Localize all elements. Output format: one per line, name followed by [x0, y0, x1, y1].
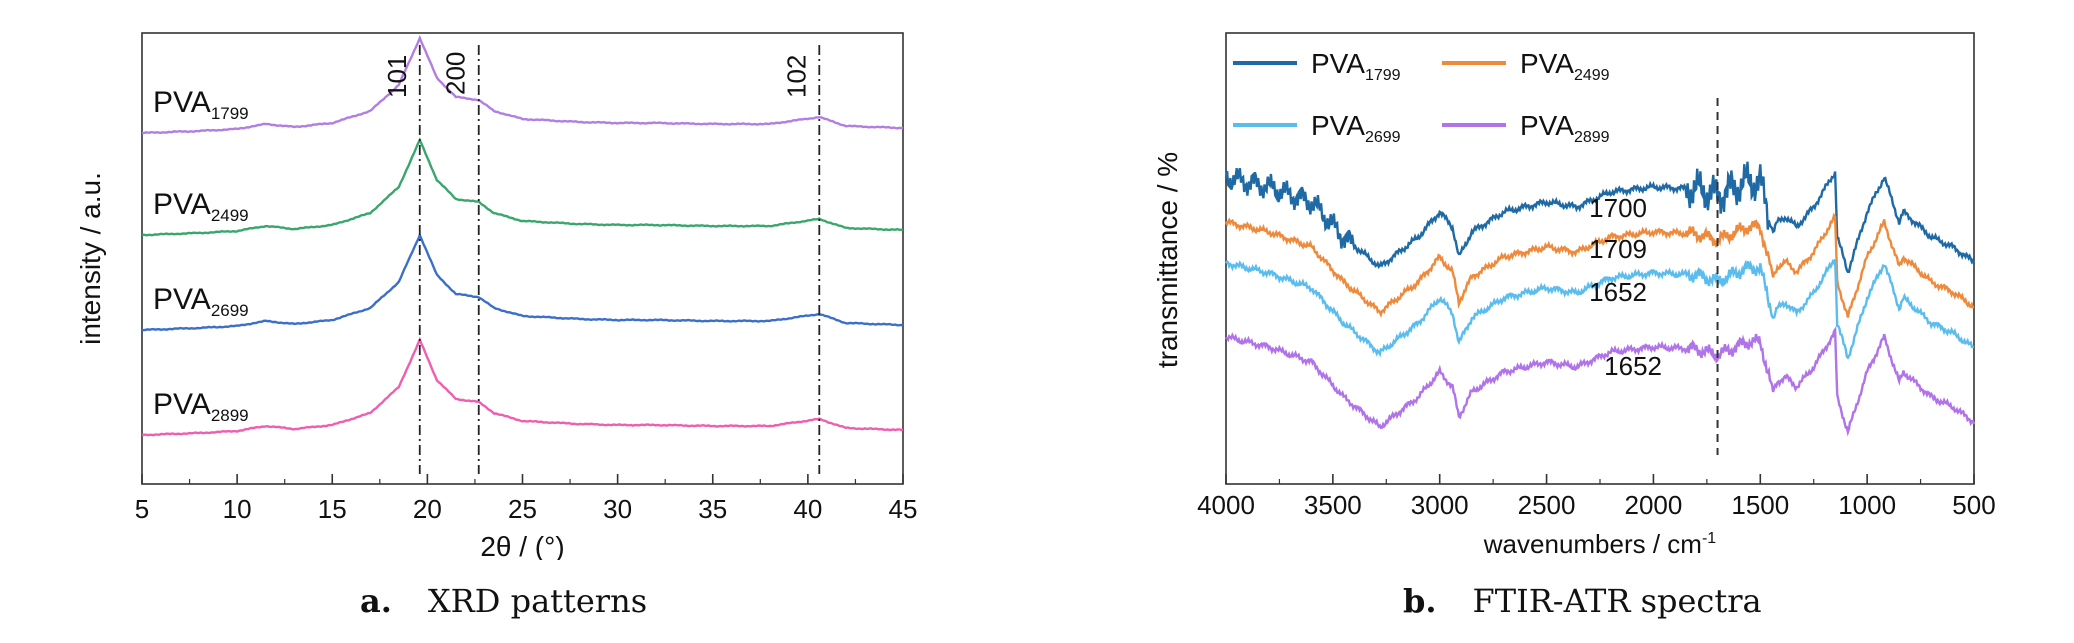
ftir-legend-label: PVA2899 [1520, 110, 1610, 146]
ftir-x-tick-label: 3000 [1411, 490, 1469, 520]
ftir-legend-label: PVA2499 [1520, 48, 1610, 84]
ftir-legend-label: PVA2699 [1311, 110, 1401, 146]
xrd-x-tick-label: 25 [508, 494, 537, 524]
caption-a-text: XRD patterns [427, 582, 648, 620]
xrd-series-line [141, 34, 904, 135]
ftir-legend-label: PVA1799 [1311, 48, 1401, 84]
ftir-x-tick-label: 1500 [1731, 490, 1789, 520]
xrd-chart: 5 10 15 20 25 30 35 40 45 2θ / (°) intensity / a.u… [75, 32, 918, 560]
xrd-series-label: PVA1799 [153, 86, 249, 123]
xrd-x-tick-label: 5 [135, 494, 149, 524]
xrd-x-tick-label: 15 [318, 494, 347, 524]
xrd-peak-label: 101 [382, 55, 412, 98]
xrd-series-line [141, 231, 904, 332]
ftir-x-tick-label: 3500 [1304, 490, 1362, 520]
xrd-peak-label: 200 [441, 52, 471, 95]
xrd-x-axis-label: 2θ / (°) [480, 531, 564, 560]
ftir-chart: 4000 3500 3000 2500 2000 1500 1000 500 wavenumbe… [1152, 32, 1996, 559]
ftir-annotation: 1709 [1589, 234, 1647, 264]
ftir-series-line [1225, 326, 1976, 437]
ftir-annotation: 1652 [1604, 351, 1662, 381]
ftir-annotation: 1652 [1589, 277, 1647, 307]
xrd-x-tick-label: 35 [698, 494, 727, 524]
ftir-series-line [1224, 258, 1975, 360]
ftir-x-tick-label: 500 [1952, 490, 1995, 520]
xrd-series-line [141, 137, 904, 237]
xrd-series-label: PVA2899 [153, 388, 249, 425]
xrd-x-tick-label: 20 [413, 494, 442, 524]
xrd-series-label: PVA2499 [153, 188, 249, 225]
ftir-x-tick-label: 2500 [1518, 490, 1576, 520]
xrd-series-line [141, 336, 904, 437]
ftir-y-axis-label: transmittance / % [1152, 152, 1183, 368]
ftir-x-axis-label: wavenumbers / cm-1 [1483, 529, 1717, 559]
xrd-plot-frame [141, 32, 904, 485]
xrd-x-tick-label: 30 [603, 494, 632, 524]
xrd-series-label: PVA2699 [153, 283, 249, 320]
ftir-series-line [1224, 161, 1976, 274]
caption-a-letter: a. [360, 582, 392, 620]
ftir-x-tick-label: 2000 [1625, 490, 1683, 520]
ftir-annotation: 1700 [1589, 193, 1647, 223]
caption-b-text: FTIR-ATR spectra [1472, 582, 1762, 620]
xrd-y-axis-label: intensity / a.u. [75, 172, 106, 345]
caption-b: b. FTIR-ATR spectra [1403, 582, 1762, 620]
xrd-x-tick-label: 40 [793, 494, 822, 524]
caption-b-letter: b. [1403, 582, 1437, 620]
xrd-x-tick-label: 10 [223, 494, 252, 524]
ftir-x-tick-label: 1000 [1838, 490, 1896, 520]
xrd-peak-label: 102 [781, 55, 811, 98]
xrd-x-tick-label: 45 [889, 494, 918, 524]
ftir-series-line [1224, 212, 1975, 318]
ftir-x-tick-label: 4000 [1197, 490, 1255, 520]
caption-a: a. XRD patterns [360, 582, 647, 620]
